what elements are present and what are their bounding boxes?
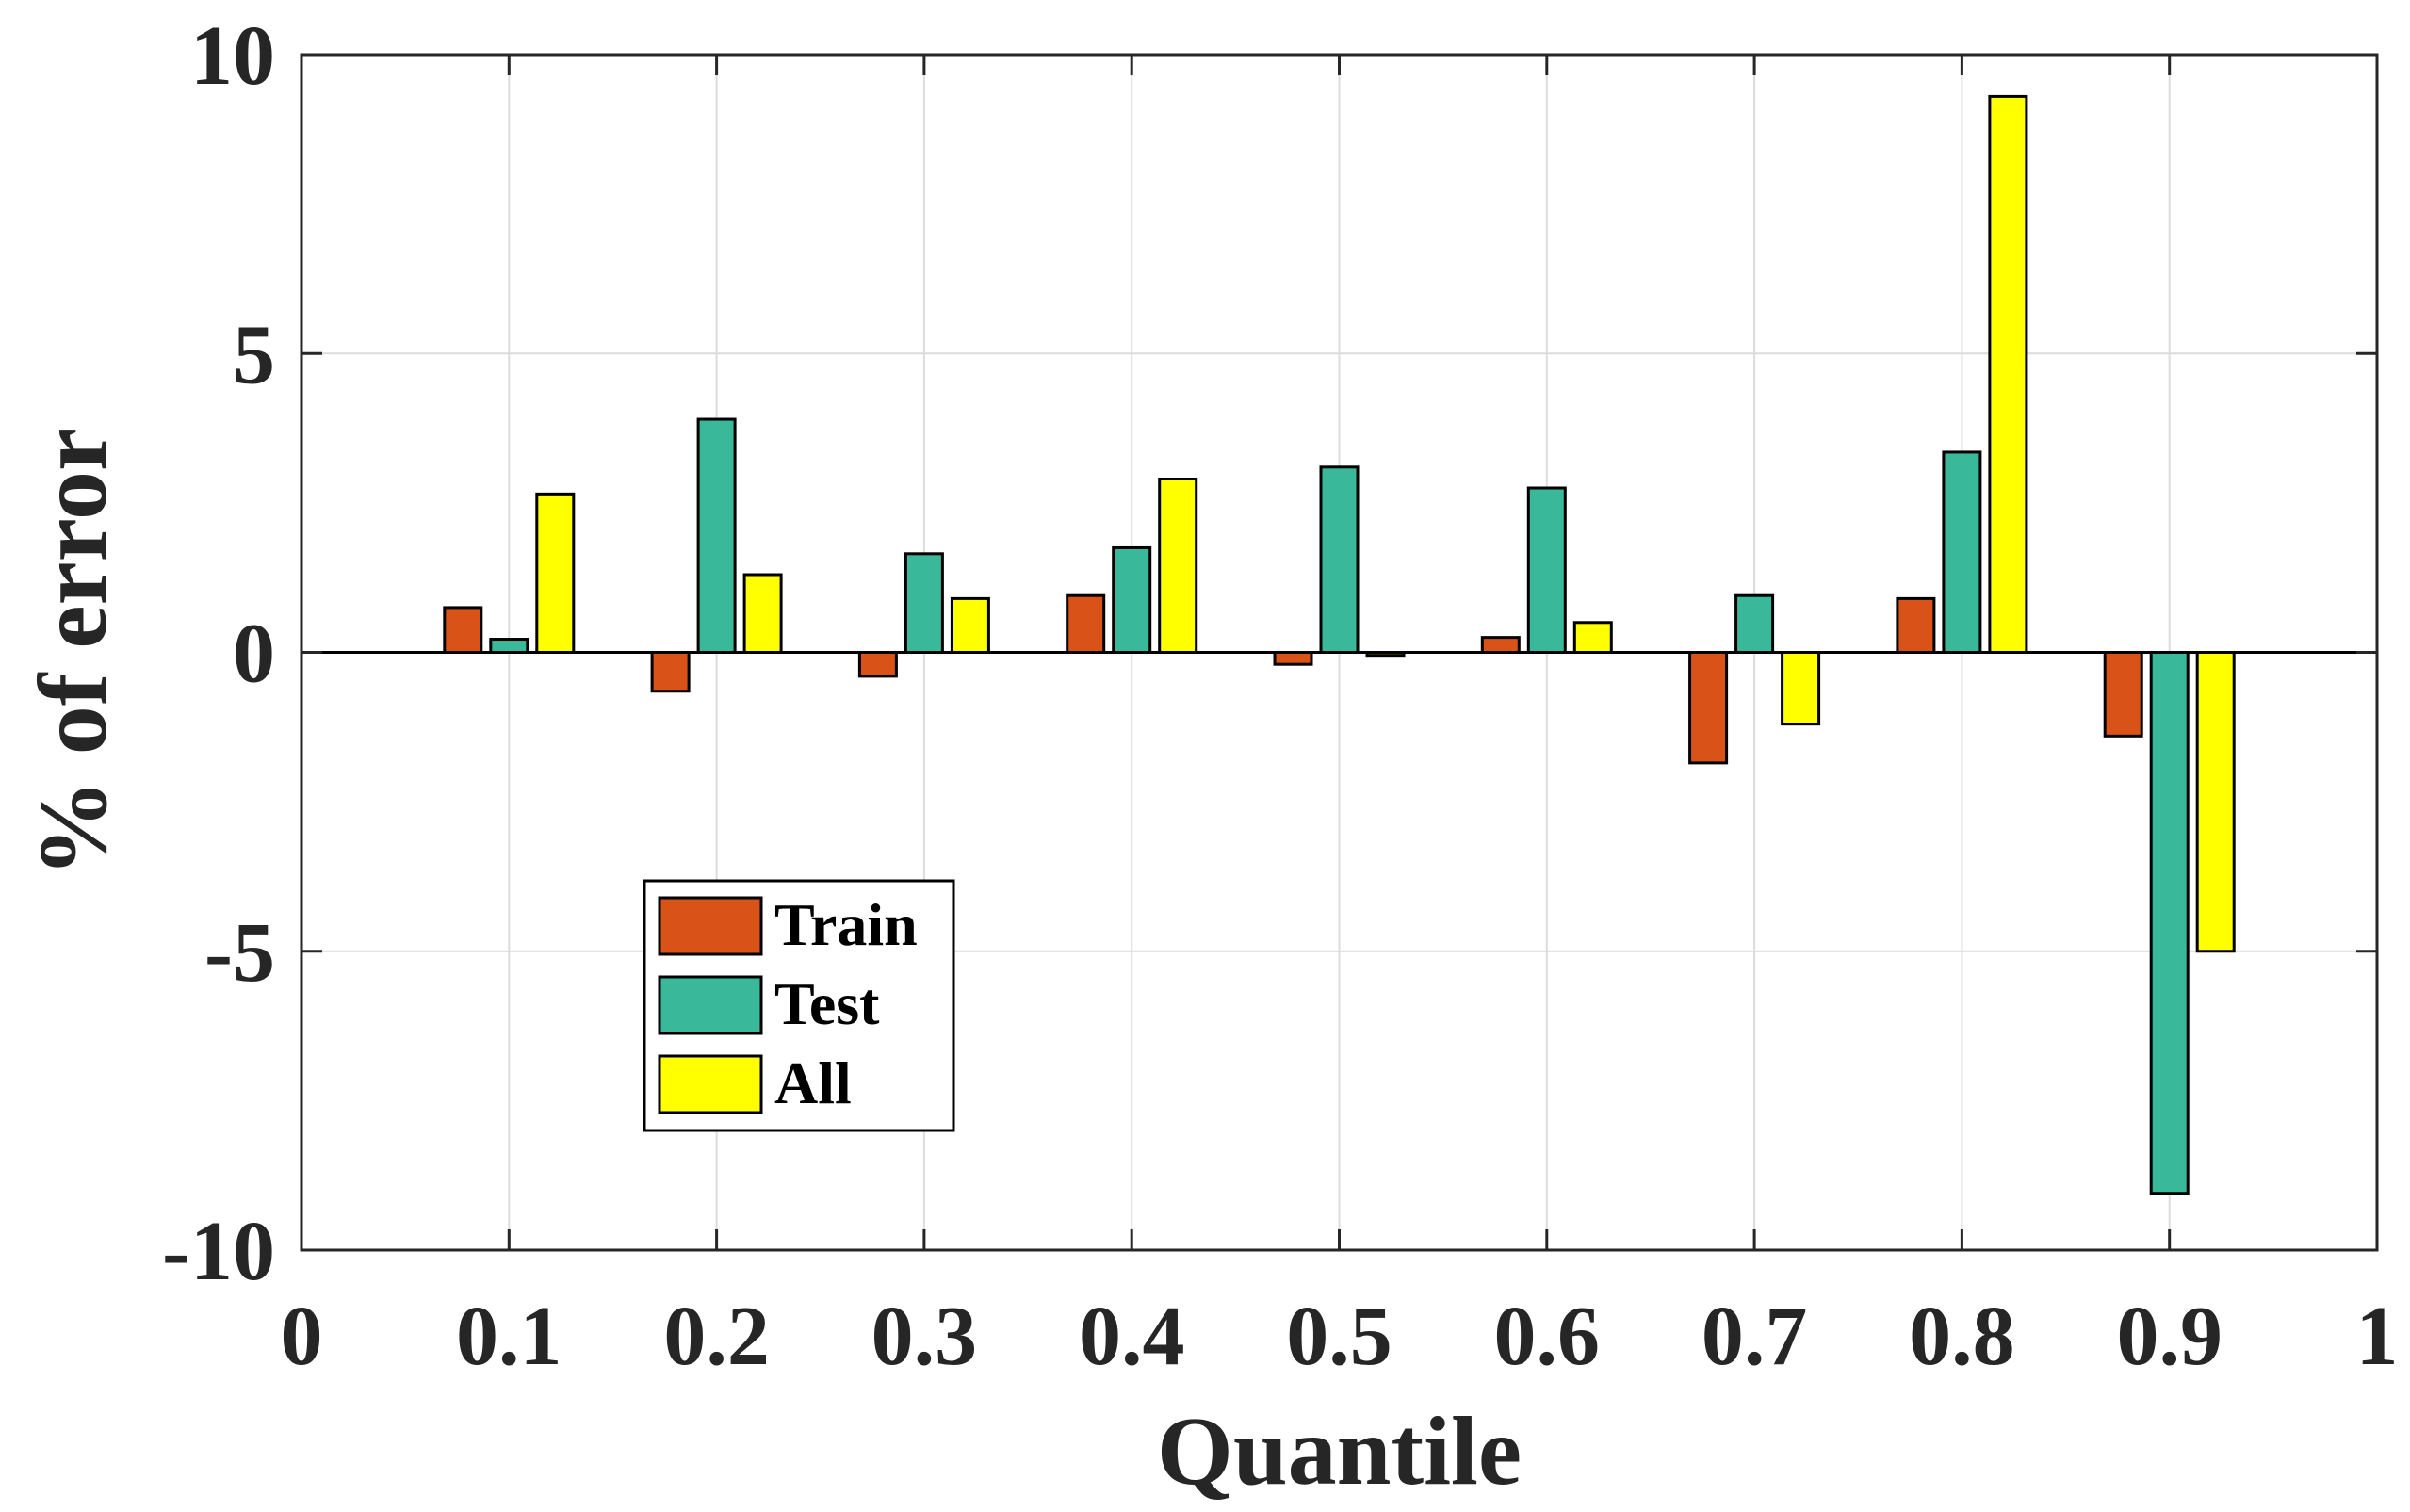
bar-test-q05: [1319, 465, 1360, 654]
bar-all-q09: [2195, 651, 2236, 953]
legend-swatch-test: [658, 975, 763, 1035]
y-axis-title: % of error: [19, 428, 127, 877]
bar-all-q02: [742, 573, 783, 655]
bar-train-q04: [1066, 593, 1106, 654]
bar-all-q04: [1158, 477, 1198, 654]
bars: [443, 94, 2236, 1195]
x-tick-label: 0.5: [1286, 1290, 1392, 1383]
legend-swatch-all: [658, 1054, 763, 1114]
x-tick-label: 0.7: [1702, 1290, 1808, 1383]
x-axis-title: Quantile: [1157, 1397, 1522, 1505]
bar-all-q06: [1572, 621, 1613, 655]
bar-all-q07: [1781, 651, 1821, 726]
legend-label-all: All: [774, 1049, 852, 1116]
bar-test-q08: [1942, 450, 1982, 654]
x-tick-label: 0.6: [1494, 1290, 1601, 1383]
y-tick-label: 5: [233, 308, 275, 401]
y-tick-label: -10: [162, 1205, 275, 1298]
bar-test-q04: [1112, 545, 1152, 655]
bar-train-q03: [857, 651, 898, 678]
x-tick-label: 0.2: [663, 1290, 770, 1383]
x-tick-label: 0.3: [871, 1290, 978, 1383]
bar-all-q01: [535, 492, 576, 654]
bar-test-q07: [1734, 593, 1775, 654]
x-tick-label: 0.1: [456, 1290, 562, 1383]
bar-test-q02: [696, 417, 737, 655]
bar-train-q09: [2103, 651, 2143, 738]
x-tick-label: 0.8: [1909, 1290, 2015, 1383]
x-tick-label: 0: [281, 1290, 323, 1383]
bar-train-q07: [1688, 651, 1729, 765]
x-tick-label: 1: [2356, 1290, 2399, 1383]
y-tick-label: 10: [190, 9, 275, 103]
bar-test-q01: [489, 638, 529, 655]
legend: Train Test All: [643, 879, 955, 1132]
legend-swatch-train: [658, 896, 763, 956]
x-tick-label: 0.4: [1079, 1290, 1185, 1383]
y-tick-labels: -10 -5 0 5 10: [162, 9, 275, 1298]
bar-train-q06: [1480, 636, 1521, 655]
bar-test-q06: [1526, 486, 1567, 655]
bar-all-q03: [950, 596, 990, 655]
x-tick-label: 0.9: [2116, 1290, 2223, 1383]
tick-marks: [300, 53, 2379, 1252]
bar-all-q08: [1988, 94, 2028, 655]
bar-train-q01: [443, 606, 483, 654]
bar-test-q03: [904, 552, 944, 654]
bar-train-q02: [650, 651, 691, 693]
bar-train-q08: [1896, 596, 1936, 655]
x-tick-labels: 0 0.1 0.2 0.3 0.4 0.5 0.6 0.7 0.8 0.9 1: [281, 1290, 2399, 1383]
y-tick-label: 0: [233, 608, 275, 701]
y-tick-label: -5: [204, 906, 275, 1000]
bar-train-q05: [1273, 651, 1313, 666]
legend-label-train: Train: [774, 891, 918, 958]
bar-test-q09: [2149, 651, 2190, 1195]
legend-label-test: Test: [774, 970, 880, 1037]
